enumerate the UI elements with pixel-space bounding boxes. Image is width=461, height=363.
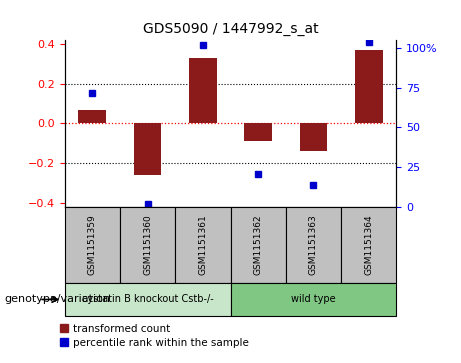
Legend: transformed count, percentile rank within the sample: transformed count, percentile rank withi… [55,319,253,352]
Bar [134,123,161,175]
Text: GSM1151362: GSM1151362 [254,215,263,276]
Bar [189,58,217,123]
Text: GSM1151361: GSM1151361 [198,215,207,276]
Text: genotype/variation: genotype/variation [5,294,111,305]
Bar [244,123,272,141]
Text: GSM1151363: GSM1151363 [309,215,318,276]
Bar [78,110,106,123]
Text: GSM1151360: GSM1151360 [143,215,152,276]
Text: GSM1151364: GSM1151364 [364,215,373,276]
Bar [300,123,327,151]
Bar [355,50,383,123]
Text: cystatin B knockout Cstb-/-: cystatin B knockout Cstb-/- [82,294,213,305]
Text: GSM1151359: GSM1151359 [88,215,97,276]
Title: GDS5090 / 1447992_s_at: GDS5090 / 1447992_s_at [143,22,318,36]
Text: wild type: wild type [291,294,336,305]
